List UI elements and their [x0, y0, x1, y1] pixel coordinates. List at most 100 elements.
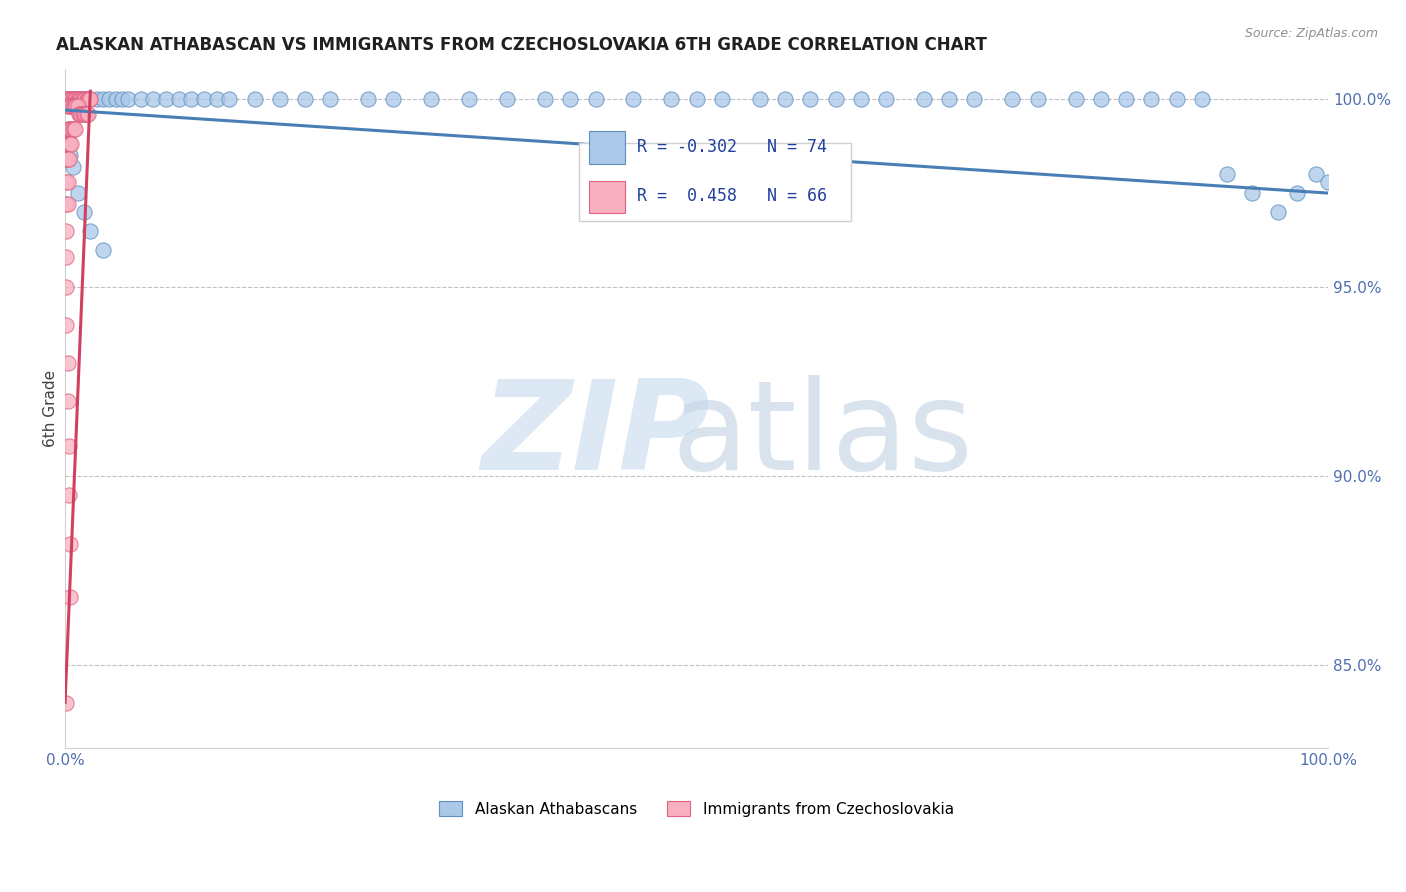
Point [420, 92, 443, 106]
Point [63, 92, 86, 106]
Point [773, 92, 796, 106]
Point [55, 318, 77, 333]
Point [60, 92, 83, 106]
Point [59, 148, 82, 162]
Point [60, 92, 83, 106]
Point [66, 92, 89, 106]
Point [70, 107, 93, 121]
Point [98, 92, 121, 106]
Point [62, 92, 84, 106]
Point [155, 92, 177, 106]
Point [117, 92, 139, 106]
Point [55, 696, 77, 710]
Point [70, 92, 93, 106]
Point [58, 92, 80, 106]
Point [56, 356, 79, 370]
Point [1026, 92, 1049, 106]
Point [73, 107, 96, 121]
Point [218, 92, 240, 106]
Point [496, 92, 519, 106]
Point [79, 92, 101, 106]
Point [63, 122, 86, 136]
Point [59, 92, 82, 106]
Point [72, 107, 94, 121]
Text: R = -0.302   N = 74: R = -0.302 N = 74 [637, 137, 827, 155]
Point [357, 92, 380, 106]
Point [824, 92, 846, 106]
Point [55, 197, 77, 211]
Point [62, 92, 84, 106]
Point [56, 136, 79, 151]
Point [799, 92, 821, 106]
Point [111, 92, 134, 106]
Point [59, 136, 82, 151]
Point [86, 92, 108, 106]
Point [79, 92, 101, 106]
Point [91, 92, 114, 106]
Point [77, 92, 100, 106]
Point [59, 537, 82, 551]
Point [269, 92, 291, 106]
Point [1115, 92, 1137, 106]
Point [76, 92, 98, 106]
Point [79, 224, 101, 238]
Point [58, 439, 80, 453]
Point [534, 92, 557, 106]
Legend: Alaskan Athabascans, Immigrants from Czechoslovakia: Alaskan Athabascans, Immigrants from Cze… [433, 795, 960, 822]
Point [1191, 92, 1213, 106]
Point [67, 92, 90, 106]
Point [76, 92, 98, 106]
Point [56, 175, 79, 189]
Point [63, 92, 86, 106]
Point [56, 99, 79, 113]
Point [56, 92, 79, 106]
Text: Source: ZipAtlas.com: Source: ZipAtlas.com [1244, 27, 1378, 40]
Point [58, 92, 80, 106]
Point [685, 92, 707, 106]
Point [1267, 205, 1289, 219]
Point [912, 92, 935, 106]
Point [55, 224, 77, 238]
Point [73, 205, 96, 219]
Point [73, 92, 96, 106]
Point [55, 92, 77, 106]
Point [56, 152, 79, 166]
Point [69, 107, 91, 121]
Point [205, 92, 228, 106]
Point [58, 122, 80, 136]
Point [1166, 92, 1188, 106]
Point [58, 136, 80, 151]
Point [938, 92, 960, 106]
Point [72, 92, 94, 106]
Point [60, 136, 83, 151]
Point [1241, 186, 1264, 200]
Point [75, 92, 97, 106]
Point [129, 92, 152, 106]
Point [63, 92, 86, 106]
Point [104, 92, 127, 106]
Point [243, 92, 266, 106]
Point [56, 92, 79, 106]
Point [849, 92, 872, 106]
Point [65, 92, 87, 106]
Point [66, 92, 89, 106]
Point [58, 152, 80, 166]
Point [585, 92, 607, 106]
Point [76, 107, 98, 121]
Point [63, 122, 86, 136]
Point [180, 92, 202, 106]
Point [66, 186, 89, 200]
Point [659, 92, 682, 106]
Point [60, 99, 83, 113]
Point [710, 92, 733, 106]
Point [63, 99, 86, 113]
Point [963, 92, 986, 106]
Point [748, 92, 770, 106]
Point [56, 122, 79, 136]
Point [319, 92, 342, 106]
Point [76, 107, 98, 121]
Point [56, 129, 79, 144]
Point [1317, 175, 1340, 189]
Point [1064, 92, 1087, 106]
Point [623, 92, 645, 106]
